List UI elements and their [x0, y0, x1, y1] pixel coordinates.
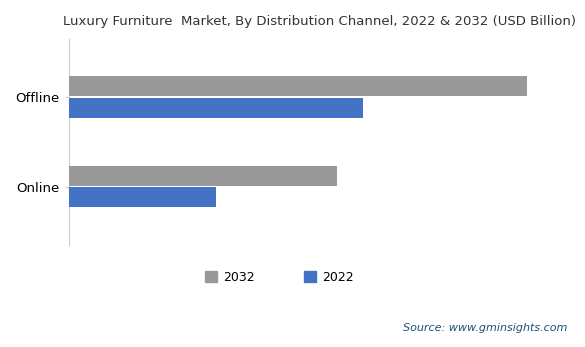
Title: Luxury Furniture  Market, By Distribution Channel, 2022 & 2032 (USD Billion): Luxury Furniture Market, By Distribution…	[63, 15, 576, 28]
Bar	[69, 187, 216, 207]
Bar	[69, 76, 527, 96]
Text: Source: www.gminsights.com: Source: www.gminsights.com	[403, 323, 567, 333]
Legend: 2032, 2022: 2032, 2022	[205, 271, 353, 284]
Bar	[69, 98, 363, 118]
Bar	[69, 166, 337, 186]
